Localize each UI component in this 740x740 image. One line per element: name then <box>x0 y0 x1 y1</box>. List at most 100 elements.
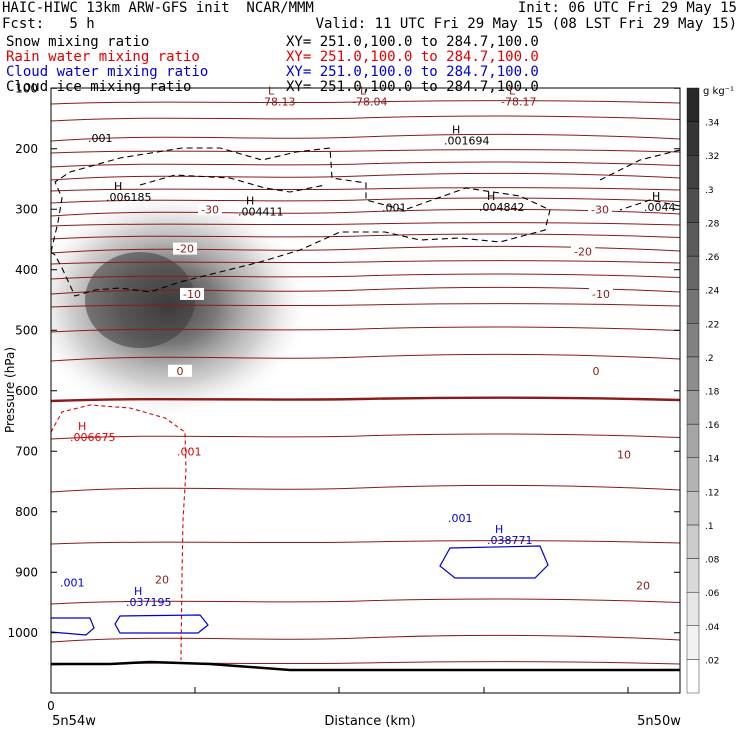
contour-value-label: .001 <box>177 445 202 458</box>
colorbar-tick-label: .06 <box>705 589 720 599</box>
isotherm-line <box>51 161 680 168</box>
rain-contour-001 <box>51 404 187 661</box>
extrema-marker: H <box>78 420 86 433</box>
colorbar: .02 .04 .06 .08 .1 .12 .14 .16 .18 .2 .22 .24 .26 .28… <box>686 87 720 694</box>
temperature-contour-label: -30 <box>591 203 609 216</box>
isotherm-line <box>51 273 680 280</box>
extrema-marker: L <box>360 84 367 97</box>
colorbar-segment <box>686 491 700 526</box>
temperature-contour-label: 20 <box>636 580 650 593</box>
snow-shading-core <box>85 252 195 348</box>
x-axis-end: 5n50w <box>637 714 681 729</box>
legend-snow-label: Snow mixing ratio <box>6 34 150 50</box>
cloud-water-contour-left <box>51 617 95 636</box>
legend-rain-xy: XY= 251.0,100.0 to 284.7,100.0 <box>286 49 539 65</box>
isotherm-line <box>51 540 680 545</box>
colorbar-segment <box>686 591 700 626</box>
temperature-contour-label: 20 <box>155 574 169 587</box>
isotherm-line <box>51 197 680 204</box>
colorbar-tick-label: .32 <box>705 152 719 162</box>
extrema-value: -78.17 <box>501 95 536 108</box>
extrema-value: .037195 <box>126 596 172 609</box>
y-tick-label: 500 <box>15 323 38 337</box>
isotherm-line <box>51 222 680 227</box>
y-tick-label: 1000 <box>7 626 38 640</box>
isotherm-line <box>51 286 680 295</box>
temp-label-bg <box>150 573 174 586</box>
extrema-marker: H <box>114 180 122 193</box>
colorbar-tick-label: .24 <box>705 287 720 297</box>
isotherm-line <box>51 172 680 181</box>
contour-value-label: .001 <box>60 577 85 590</box>
extrema-value: .0044 <box>644 201 676 214</box>
colorbar-segment <box>686 155 700 190</box>
extrema-marker: H <box>134 585 142 598</box>
colorbar-segment <box>686 255 700 290</box>
x-axis: 0 5n54w Distance (km) 5n50w <box>47 687 681 729</box>
extrema-marker: H <box>652 190 660 203</box>
temperature-contour-label: -20 <box>574 246 592 259</box>
colorbar-tick-label: .04 <box>705 623 720 633</box>
colorbar-segment <box>686 323 700 358</box>
extrema-value: .001694 <box>444 135 490 148</box>
extrema-value: .004411 <box>238 205 284 218</box>
colorbar-unit: g kg⁻¹ <box>703 86 734 97</box>
terrain-surface <box>51 660 680 672</box>
extrema-marker: L <box>268 84 275 97</box>
y-tick-label: 200 <box>15 142 38 156</box>
colorbar-tick-label: .34 <box>705 119 720 129</box>
temp-label-bg <box>584 364 608 377</box>
temp-label-bg <box>631 579 655 592</box>
contour-value-label: .001 <box>448 512 473 525</box>
colorbar-tick-label: .08 <box>705 556 720 566</box>
model-title: HAIC-HIWC 13km ARW-GFS init NCAR/MMM <box>2 0 314 16</box>
y-tick-label: 400 <box>15 263 38 277</box>
colorbar-tick-label: .28 <box>705 219 720 229</box>
temperature-isotherms <box>51 100 680 666</box>
extrema-value: -78.13 <box>260 95 295 108</box>
snow-contour-001-right <box>599 149 680 211</box>
colorbar-tick-label: .12 <box>705 488 719 498</box>
colorbar-segment <box>686 524 700 559</box>
cloud-water-contour-mid <box>114 614 209 634</box>
colorbar-segment <box>686 121 700 156</box>
y-tick-label: 700 <box>15 444 38 458</box>
isotherm-line <box>51 100 680 105</box>
contour-value-label: .001 <box>382 201 407 214</box>
legend-cloud-ice-xy: XY= 251.0,100.0 to 284.7,100.0 <box>286 79 539 95</box>
colorbar-segment <box>686 558 700 593</box>
x-tick-label: 0 <box>47 699 55 713</box>
colorbar-tick-label: .2 <box>705 354 714 364</box>
temp-label-bg <box>588 203 612 216</box>
colorbar-segment <box>686 87 700 122</box>
temp-label-bg <box>173 242 197 255</box>
temp-label-bg <box>198 203 222 216</box>
init-time: Init: 06 UTC Fri 29 May 15 <box>517 0 737 16</box>
colorbar-tick-label: .22 <box>705 320 719 330</box>
temp-label-bg <box>571 245 595 258</box>
isotherm-line <box>51 396 680 403</box>
legend-cloud-water-label: Cloud water mixing ratio <box>6 64 209 80</box>
colorbar-tick-label: .3 <box>705 186 714 196</box>
extrema-marker: H <box>452 124 460 137</box>
x-axis-label: Distance (km) <box>324 714 415 729</box>
y-tick-label: 300 <box>15 202 38 216</box>
extrema-marker: H <box>487 190 495 203</box>
colorbar-tick-label: .26 <box>705 253 720 263</box>
legend-cloud-ice-label: Cloud ice mixing ratio <box>6 79 192 95</box>
temp-label-bg <box>168 364 192 377</box>
x-axis-start: 5n54w <box>52 714 96 729</box>
isotherm-line <box>51 115 680 122</box>
temp-label-bg <box>180 287 204 300</box>
forecast-hour: Fcst: 5 h <box>2 16 95 32</box>
y-tick-label: 900 <box>15 565 38 579</box>
isotherm-line <box>51 433 680 440</box>
temperature-contour-label: 0 <box>177 365 184 378</box>
isotherm-line <box>51 634 680 643</box>
extrema-value: .006675 <box>70 431 116 444</box>
colorbar-tick-label: .02 <box>705 656 719 666</box>
colorbar-segment <box>686 188 700 223</box>
